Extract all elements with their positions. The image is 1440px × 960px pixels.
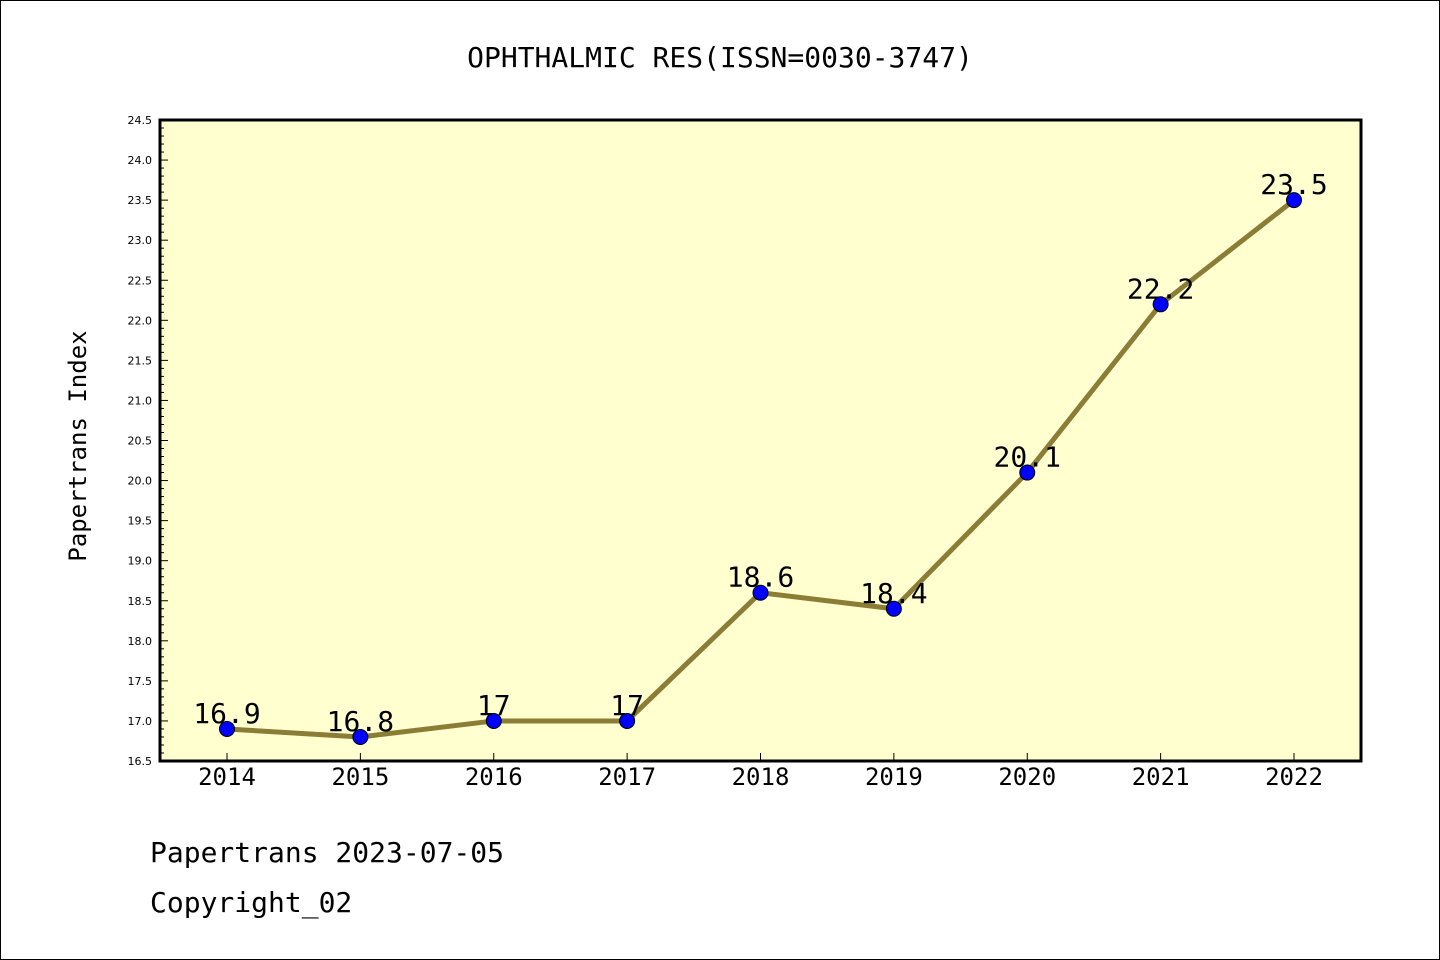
data-label-2020: 20.1 <box>994 441 1061 474</box>
x-tick-label: 2021 <box>1132 763 1190 791</box>
data-label-2018: 18.6 <box>727 561 794 594</box>
y-tick-label: 21.5 <box>128 354 153 367</box>
x-tick-label: 2022 <box>1265 763 1323 791</box>
y-tick-label: 22.5 <box>128 274 153 287</box>
y-tick-label: 16.5 <box>128 755 153 768</box>
data-point-2017 <box>619 712 636 729</box>
footer-date: Papertrans 2023-07-05 <box>150 836 505 869</box>
x-tick-label: 2018 <box>732 763 790 791</box>
y-tick-label: 24.5 <box>128 114 153 127</box>
data-label-2019: 18.4 <box>860 577 927 610</box>
y-axis-label: Papertrans Index <box>64 330 92 561</box>
y-tick-label: 23.5 <box>128 194 153 207</box>
y-tick-label: 20.5 <box>128 435 153 448</box>
x-tick-label: 2016 <box>465 763 523 791</box>
y-tick-label: 19.0 <box>128 555 153 568</box>
y-tick-label: 17.0 <box>128 715 153 728</box>
y-tick-label: 18.5 <box>128 595 153 608</box>
chart-title: OPHTHALMIC RES(ISSN=0030-3747) <box>467 41 973 74</box>
data-point-2016 <box>485 712 502 729</box>
y-tick-label: 18.0 <box>128 635 153 648</box>
y-tick-label: 19.5 <box>128 515 153 528</box>
data-label-2014: 16.9 <box>193 697 260 730</box>
data-labels: 16.9 16.8 17 17 18.6 18.4 20.1 22.2 23.5 <box>193 168 1327 738</box>
y-axis-ticks: 16.5 17.0 17.5 18.0 18.5 19.0 19.5 20.0 20.5 21.0… <box>128 114 168 768</box>
y-tick-label: 23.0 <box>128 234 153 247</box>
data-point-2022 <box>1286 192 1302 209</box>
data-point-2018 <box>752 584 769 601</box>
data-label-2015: 16.8 <box>327 705 394 738</box>
y-tick-label: 21.0 <box>128 394 153 407</box>
data-point-2014 <box>219 720 235 737</box>
data-point-2019 <box>885 600 902 617</box>
data-label-2017: 17 <box>610 689 644 722</box>
footer-copyright: Copyright_02 <box>150 886 353 919</box>
data-label-2021: 22.2 <box>1127 272 1194 305</box>
data-label-2022: 23.5 <box>1260 168 1327 201</box>
data-points <box>219 192 1302 745</box>
data-point-2020 <box>1019 464 1036 481</box>
y-tick-label: 17.5 <box>128 675 153 688</box>
y-tick-label: 20.0 <box>128 475 153 488</box>
data-point-2021 <box>1152 296 1169 313</box>
x-tick-label: 2019 <box>865 763 923 791</box>
x-tick-label: 2015 <box>331 763 389 791</box>
x-tick-label: 2014 <box>198 763 256 791</box>
y-tick-label: 22.0 <box>128 314 153 327</box>
data-label-2016: 17 <box>477 689 511 722</box>
data-point-2015 <box>352 728 369 745</box>
y-tick-label: 24.0 <box>128 154 153 167</box>
x-tick-label: 2020 <box>998 763 1056 791</box>
x-tick-label: 2017 <box>598 763 656 791</box>
plot-border <box>158 118 1363 763</box>
plot-area <box>160 120 1361 761</box>
